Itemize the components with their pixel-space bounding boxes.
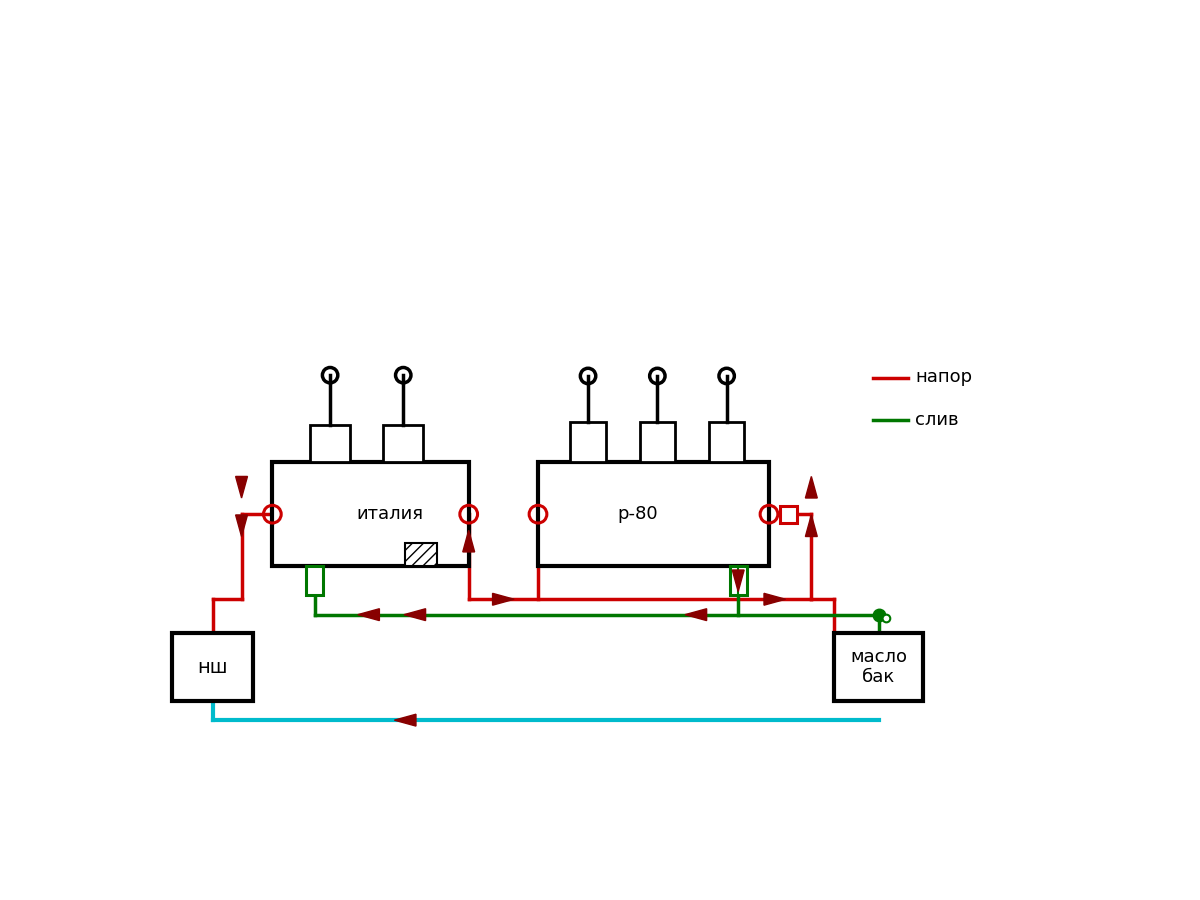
Bar [272,463,469,566]
Polygon shape [235,515,247,536]
Text: нш: нш [198,658,228,677]
Bar [306,566,323,596]
Polygon shape [805,515,817,536]
Polygon shape [805,476,817,498]
Text: р-80: р-80 [618,505,659,523]
Circle shape [882,615,890,623]
Polygon shape [235,476,247,498]
Bar [640,422,676,463]
Bar [730,566,746,596]
Bar [383,425,424,463]
Text: италия: италия [356,505,424,523]
Bar [570,422,606,463]
Bar [709,422,744,463]
Polygon shape [732,570,744,591]
Bar [404,543,437,566]
Polygon shape [492,593,514,605]
Polygon shape [463,530,475,552]
Polygon shape [404,608,426,621]
Polygon shape [395,715,416,726]
Bar [834,633,923,701]
Bar [538,463,769,566]
Text: слив: слив [916,410,959,428]
Polygon shape [764,593,786,605]
Bar [173,633,253,701]
Polygon shape [358,608,379,621]
Polygon shape [685,608,707,621]
Bar [780,506,797,523]
Text: напор: напор [916,368,972,386]
Bar [310,425,350,463]
Text: масло
бак: масло бак [851,648,907,687]
